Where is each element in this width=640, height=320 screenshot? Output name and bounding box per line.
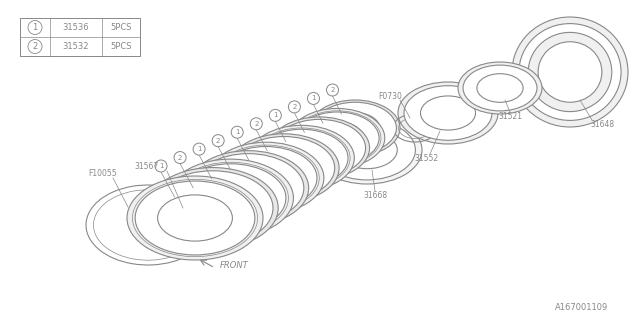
Ellipse shape: [215, 147, 317, 210]
Text: 2: 2: [330, 87, 335, 93]
Text: 31567: 31567: [135, 162, 159, 171]
Ellipse shape: [168, 159, 294, 237]
Ellipse shape: [290, 108, 385, 168]
Ellipse shape: [147, 168, 278, 248]
Text: 2: 2: [33, 42, 38, 51]
Text: 2: 2: [216, 138, 220, 144]
Circle shape: [250, 118, 262, 130]
Ellipse shape: [228, 134, 339, 202]
Ellipse shape: [538, 42, 602, 102]
Text: A167001109: A167001109: [555, 303, 608, 312]
Text: 1: 1: [197, 146, 202, 152]
Ellipse shape: [319, 120, 415, 180]
Ellipse shape: [463, 65, 537, 111]
Circle shape: [28, 39, 42, 53]
Ellipse shape: [196, 177, 265, 220]
Ellipse shape: [269, 117, 369, 179]
Ellipse shape: [310, 100, 400, 156]
Text: F0730: F0730: [378, 92, 402, 100]
Ellipse shape: [312, 116, 422, 184]
Ellipse shape: [175, 164, 286, 232]
Ellipse shape: [519, 24, 621, 120]
Text: 31521: 31521: [498, 111, 522, 121]
Ellipse shape: [314, 102, 396, 154]
Text: 31532: 31532: [63, 42, 89, 51]
Circle shape: [174, 152, 186, 164]
Ellipse shape: [249, 125, 355, 191]
Ellipse shape: [253, 149, 314, 187]
Ellipse shape: [188, 151, 308, 225]
Bar: [20, 18, 140, 56]
Circle shape: [231, 126, 243, 138]
Circle shape: [307, 92, 319, 104]
Ellipse shape: [157, 195, 232, 241]
Ellipse shape: [296, 112, 379, 164]
Ellipse shape: [512, 17, 628, 127]
Ellipse shape: [311, 122, 364, 154]
Ellipse shape: [255, 129, 348, 187]
Ellipse shape: [528, 32, 612, 112]
Text: 1: 1: [311, 95, 316, 101]
Circle shape: [212, 135, 224, 147]
Ellipse shape: [273, 119, 365, 177]
Ellipse shape: [404, 86, 492, 140]
Text: 5PCS: 5PCS: [110, 42, 132, 51]
Text: 2: 2: [254, 121, 259, 127]
Text: 31536: 31536: [63, 23, 90, 32]
Text: 5PCS: 5PCS: [110, 23, 132, 32]
Text: FRONT: FRONT: [220, 260, 249, 269]
Ellipse shape: [209, 142, 324, 214]
Circle shape: [28, 20, 42, 35]
Ellipse shape: [337, 131, 397, 169]
Ellipse shape: [330, 113, 380, 143]
Ellipse shape: [233, 137, 335, 199]
Text: 1: 1: [235, 129, 239, 135]
Ellipse shape: [234, 158, 298, 198]
Ellipse shape: [398, 82, 498, 144]
Ellipse shape: [152, 171, 273, 245]
Circle shape: [269, 109, 282, 121]
Text: F10055: F10055: [89, 169, 117, 178]
Text: 31552: 31552: [414, 154, 438, 163]
Text: 31648: 31648: [590, 119, 614, 129]
Circle shape: [289, 101, 300, 113]
Text: 1: 1: [33, 23, 38, 32]
Circle shape: [193, 143, 205, 155]
Ellipse shape: [135, 181, 255, 255]
Ellipse shape: [273, 140, 331, 176]
Text: 2: 2: [178, 155, 182, 161]
Ellipse shape: [127, 176, 263, 260]
Text: 31668: 31668: [363, 190, 387, 199]
Circle shape: [326, 84, 339, 96]
Ellipse shape: [420, 96, 476, 130]
Ellipse shape: [177, 186, 249, 230]
Text: 2: 2: [292, 104, 296, 110]
Ellipse shape: [292, 131, 347, 165]
Ellipse shape: [458, 62, 542, 114]
Circle shape: [155, 160, 167, 172]
Text: 1: 1: [159, 163, 163, 169]
Ellipse shape: [477, 74, 523, 102]
Ellipse shape: [193, 154, 304, 222]
Text: 1: 1: [273, 112, 278, 118]
Ellipse shape: [215, 167, 282, 209]
